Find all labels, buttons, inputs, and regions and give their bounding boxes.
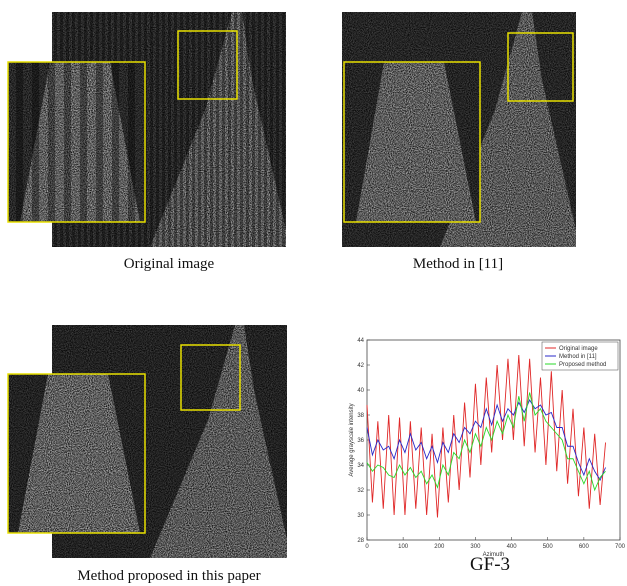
caption: GF-3: [470, 554, 510, 575]
y-tick-label: 34: [357, 463, 364, 469]
y-tick-label: 42: [357, 363, 364, 369]
line-chart: 0 100 200 300 400 500 600 700 28 30 32 34 36 38 40 42 44…: [349, 338, 626, 558]
x-tick-label: 300: [470, 544, 481, 550]
figure: Original image Method in [11] Method pro…: [0, 0, 627, 586]
x-tick-label: 500: [543, 544, 554, 550]
y-axis-label: Average grayscale intensity: [349, 403, 355, 476]
legend-label: Original image: [559, 346, 598, 352]
x-tick-label: 0: [365, 544, 369, 550]
caption: Method in [11]: [413, 256, 503, 272]
y-tick-label: 32: [357, 488, 364, 494]
x-tick-label: 100: [398, 544, 409, 550]
caption: Original image: [124, 256, 215, 272]
x-tick-label: 700: [615, 544, 626, 550]
legend-label: Proposed method: [559, 362, 606, 368]
y-tick-label: 36: [357, 438, 364, 444]
image-original: [8, 12, 286, 247]
y-tick-label: 44: [357, 338, 364, 344]
y-tick-label: 38: [357, 413, 364, 419]
x-tick-label: 600: [579, 544, 590, 550]
x-tick-label: 200: [434, 544, 445, 550]
page: {"captions": ["Original image", "Method …: [0, 0, 627, 586]
x-tick-label: 400: [507, 544, 518, 550]
image-method-11: [342, 12, 576, 247]
y-tick-label: 40: [357, 388, 364, 394]
y-tick-label: 30: [357, 513, 364, 519]
legend-label: Method in [11]: [559, 354, 597, 360]
image-proposed: [8, 325, 287, 558]
y-tick-label: 28: [357, 538, 364, 544]
caption: Method proposed in this paper: [77, 568, 260, 584]
